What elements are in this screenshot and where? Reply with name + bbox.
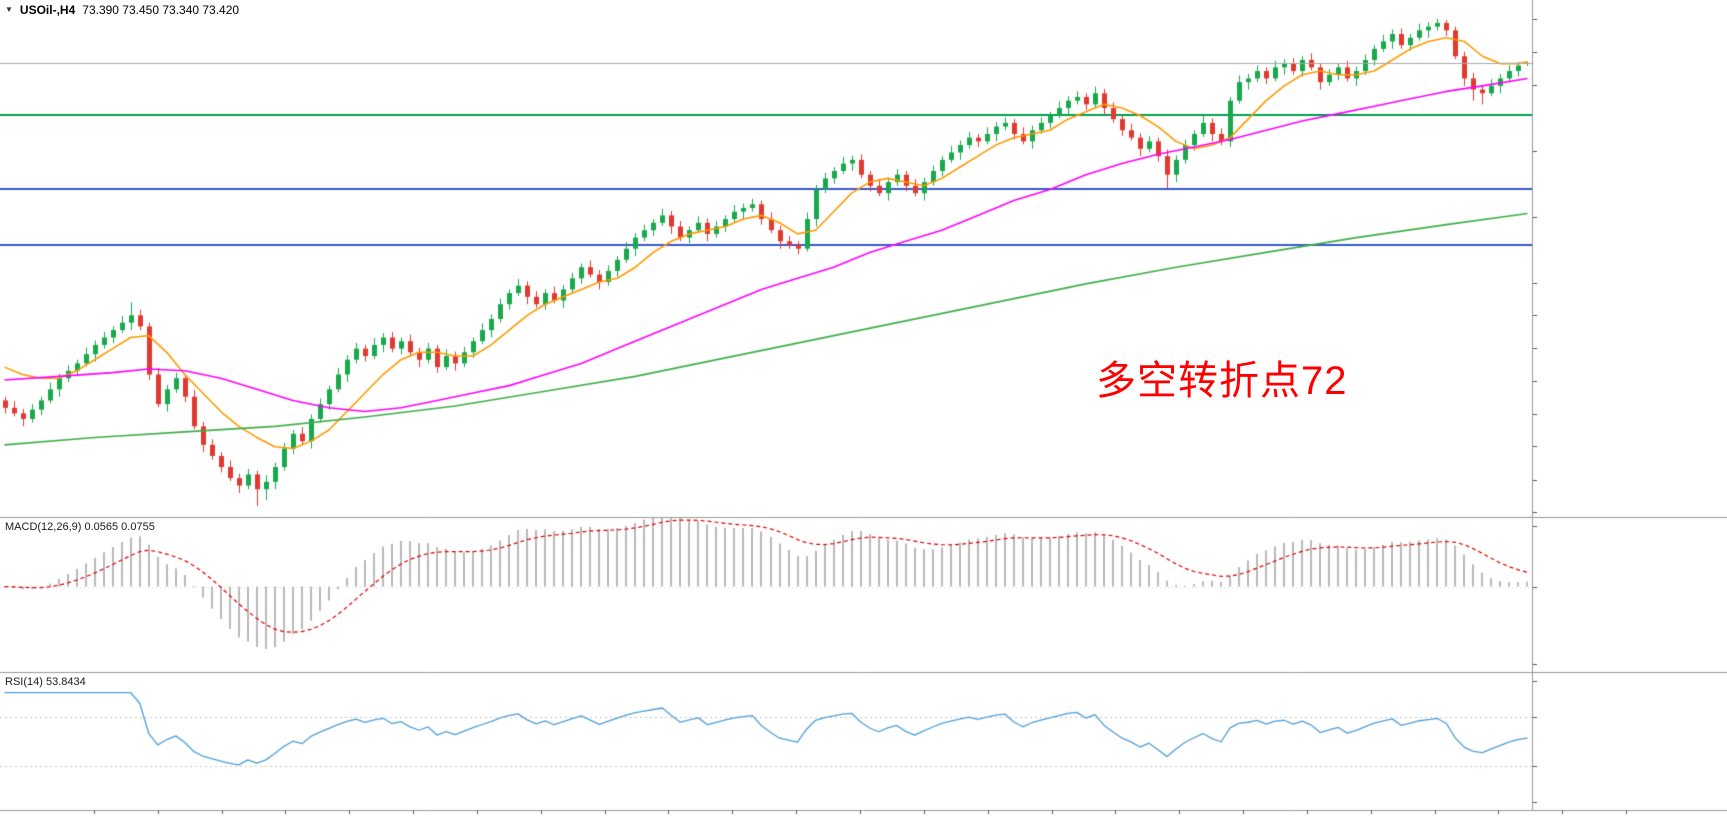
chart-annotation-text[interactable]: 多空转折点72 xyxy=(1096,359,1348,403)
time-axis[interactable]: 13 May 202114 May 20:0018 May 00:0019 Ma… xyxy=(0,811,1727,835)
symbol-ohlc-values: 73.390 73.450 73.340 73.420 xyxy=(82,3,240,17)
symbol-info: ▼ USOil-,H4 73.390 73.450 73.340 73.420 xyxy=(5,3,239,17)
rsi-indicator-label: RSI(14) 53.8434 xyxy=(5,676,86,688)
macd-indicator-label: MACD(12,26,9) 0.0565 0.0755 xyxy=(5,521,155,533)
symbol-dropdown-icon[interactable]: ▼ xyxy=(5,5,13,14)
symbol-name: USOil-,H4 xyxy=(19,3,76,17)
price-axis[interactable]: 74.61073.71072.81071.03569.26067.48566.6… xyxy=(1533,0,1727,811)
